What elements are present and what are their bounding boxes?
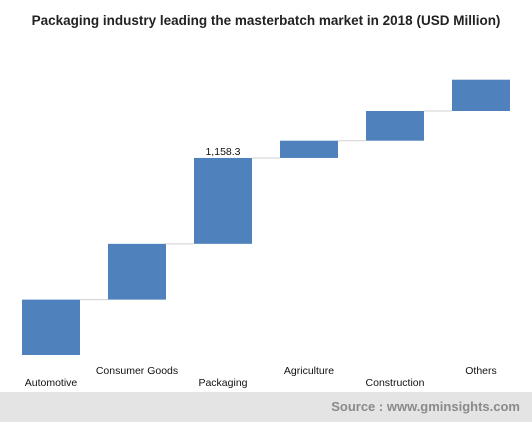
bar-others: [452, 79, 510, 111]
bar-agriculture: [280, 140, 338, 158]
chart-title: Packaging industry leading the masterbat…: [31, 13, 501, 28]
bar-packaging: [194, 157, 252, 244]
category-label: Agriculture: [284, 365, 334, 377]
category-label: Consumer Goods: [96, 365, 178, 377]
source-text: Source : www.gminsights.com: [331, 399, 520, 414]
bar-consumer-goods: [108, 243, 166, 300]
category-label: Automotive: [25, 377, 78, 389]
category-labels-group: Automotive Consumer Goods Packaging Agricul…: [25, 365, 497, 389]
waterfall-chart: 1,158.3 Automotive Consumer Goods Packagin…: [22, 79, 510, 389]
category-label: Construction: [366, 377, 425, 389]
bar-construction: [366, 111, 424, 141]
footer-bar: Source : www.gminsights.com: [0, 392, 532, 422]
bars-group: [22, 79, 510, 355]
bar-automotive: [22, 299, 80, 355]
category-label: Packaging: [198, 377, 247, 389]
connector-lines: [80, 110, 452, 301]
category-label: Others: [465, 365, 497, 377]
data-label: 1,158.3: [205, 146, 240, 158]
data-labels-group: 1,158.3: [205, 146, 240, 158]
